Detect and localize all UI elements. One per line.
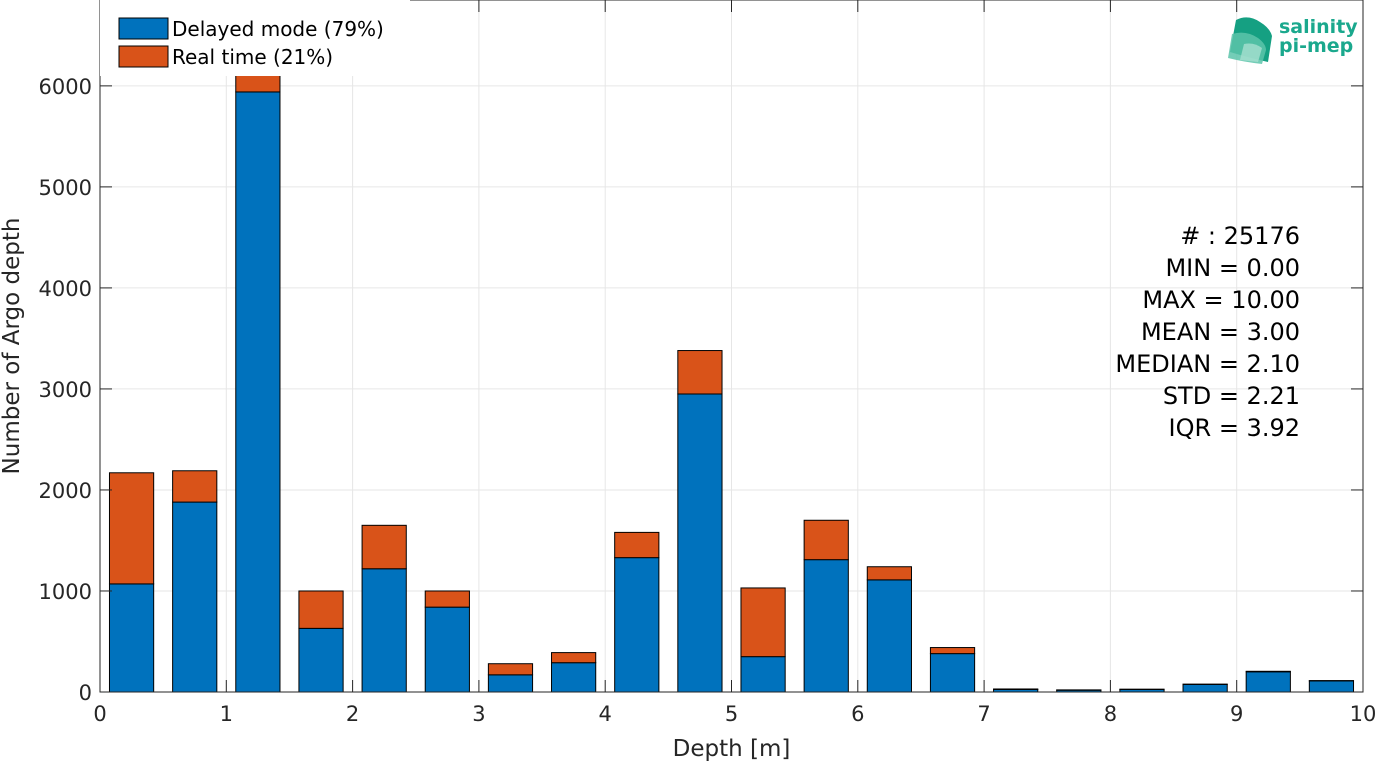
bar-delayed-mode: [866, 579, 912, 693]
bar-delayed-mode: [235, 91, 281, 693]
x-tick-label: 2: [346, 702, 359, 726]
y-tick-label: 1000: [39, 580, 92, 604]
wave-logo-icon: [1228, 17, 1272, 64]
x-tick-label: 1: [220, 702, 233, 726]
bar-delayed-mode: [424, 606, 470, 693]
x-tick-label: 0: [93, 702, 106, 726]
stats-box: # : 25176 MIN = 0.00 MAX = 10.00 MEAN = 3.0…: [1115, 222, 1300, 442]
bar-delayed-mode: [108, 583, 155, 693]
logo-text-line1: salinity: [1279, 16, 1358, 38]
x-axis-ticks: 0 1 2 3 4 5 6 7 8 9 10: [93, 0, 1376, 726]
bars: [108, 20, 1355, 693]
bar-delayed-mode: [1245, 671, 1291, 693]
x-tick-label: 4: [599, 702, 612, 726]
bar-delayed-mode: [1182, 683, 1228, 693]
bar-real-time: [108, 472, 155, 585]
bar-real-time: [740, 587, 786, 658]
bar-delayed-mode: [614, 557, 660, 693]
stats-line: STD = 2.21: [1163, 382, 1300, 410]
bar-real-time: [803, 519, 849, 561]
bar-delayed-mode: [1308, 680, 1355, 693]
legend: Delayed mode (79%) Real time (21%): [100, 0, 410, 76]
bar-delayed-mode: [551, 662, 597, 693]
legend-swatch-delayed: [118, 17, 169, 40]
bar-delayed-mode: [487, 674, 534, 693]
stats-line: MEAN = 3.00: [1141, 318, 1300, 346]
bar-delayed-mode: [361, 568, 407, 693]
y-axis-ticks: 0 1000 2000 3000 4000 5000 6000: [39, 75, 1363, 705]
x-tick-label: 9: [1230, 702, 1243, 726]
bar-real-time: [614, 531, 660, 559]
bar-delayed-mode: [172, 501, 218, 693]
x-axis-title: Depth [m]: [673, 736, 791, 762]
bar-delayed-mode: [298, 627, 344, 693]
bar-delayed-mode: [677, 393, 723, 693]
salinity-pi-mep-logo: salinity pi-mep: [1228, 16, 1358, 64]
x-tick-label: 7: [977, 702, 990, 726]
logo-text-line2: pi-mep: [1279, 35, 1353, 57]
bar-real-time: [1245, 670, 1291, 673]
y-tick-label: 4000: [39, 277, 92, 301]
y-tick-label: 3000: [39, 378, 92, 402]
x-tick-label: 5: [725, 702, 738, 726]
stats-line: # : 25176: [1180, 222, 1300, 250]
y-tick-label: 6000: [39, 75, 92, 99]
bar-real-time: [298, 590, 344, 629]
bar-real-time: [487, 663, 534, 676]
bar-delayed-mode: [740, 656, 786, 693]
bar-real-time: [929, 647, 976, 655]
bar-real-time: [361, 524, 407, 570]
x-tick-label: 6: [851, 702, 864, 726]
stats-line: MIN = 0.00: [1165, 254, 1300, 282]
bar-real-time: [551, 652, 597, 664]
legend-label-realtime: Real time (21%): [172, 45, 333, 69]
bar-real-time: [993, 688, 1039, 690]
bar-real-time: [424, 590, 470, 608]
bar-delayed-mode: [929, 653, 976, 693]
y-tick-label: 5000: [39, 176, 92, 200]
y-axis-title: Number of Argo depth: [0, 218, 25, 475]
legend-label-delayed: Delayed mode (79%): [172, 17, 384, 41]
stats-line: MEDIAN = 2.10: [1115, 350, 1300, 378]
x-tick-label: 10: [1350, 702, 1377, 726]
bar-real-time: [677, 350, 723, 395]
stats-line: MAX = 10.00: [1142, 286, 1300, 314]
y-tick-label: 0: [79, 681, 92, 705]
x-tick-label: 3: [472, 702, 485, 726]
stats-line: IQR = 3.92: [1169, 414, 1300, 442]
x-tick-label: 8: [1104, 702, 1117, 726]
bar-real-time: [172, 470, 218, 503]
bar-real-time: [866, 566, 912, 581]
legend-swatch-realtime: [118, 45, 169, 68]
y-tick-label: 2000: [39, 479, 92, 503]
bar-delayed-mode: [803, 559, 849, 693]
